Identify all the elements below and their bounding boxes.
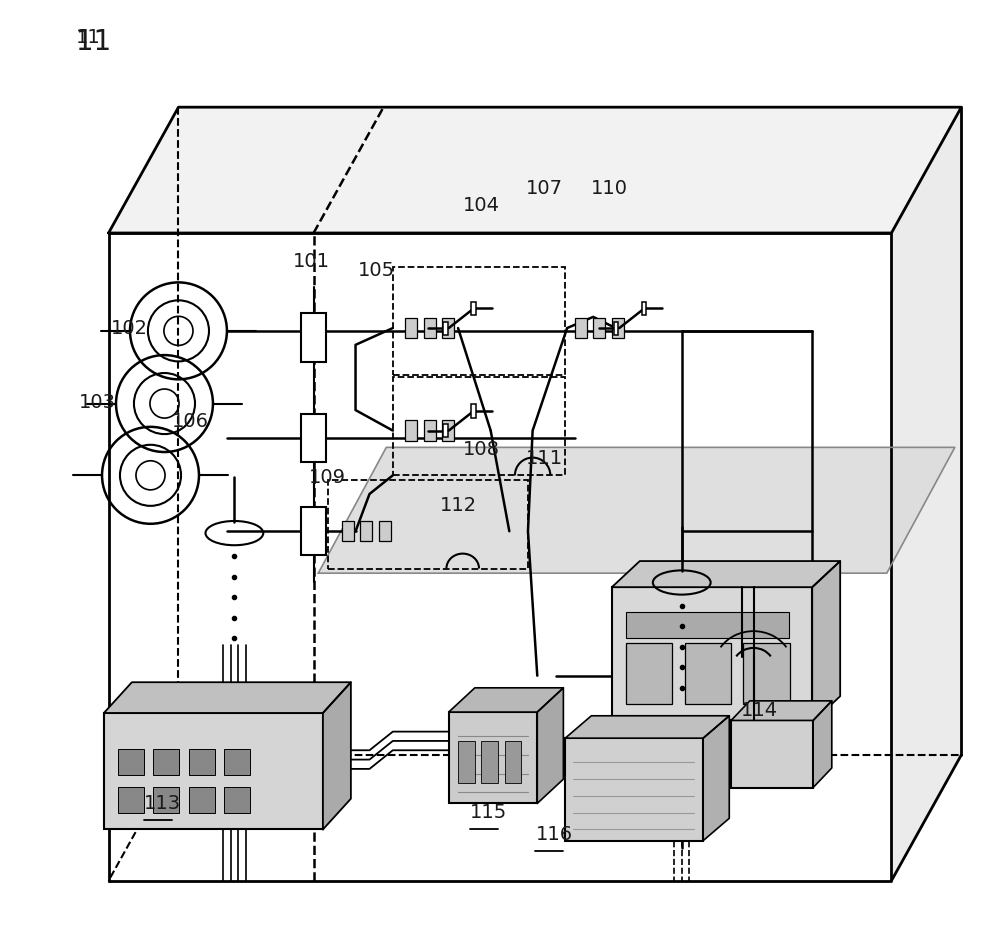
Bar (405, 318, 417, 338)
Bar (575, 318, 587, 338)
Bar (342, 521, 354, 541)
Bar (118, 749, 144, 775)
Bar (612, 587, 812, 722)
Bar (301, 313, 326, 362)
Bar (301, 414, 326, 462)
Polygon shape (812, 561, 840, 722)
Text: 103: 103 (79, 393, 116, 412)
Text: 113: 113 (144, 794, 181, 813)
Bar (189, 749, 215, 775)
Text: 115: 115 (470, 803, 507, 822)
Bar (360, 521, 372, 541)
Bar (443, 424, 448, 437)
Polygon shape (318, 447, 955, 573)
Text: 108: 108 (463, 440, 500, 459)
Bar (743, 643, 790, 704)
Bar (442, 318, 454, 338)
Polygon shape (612, 561, 840, 587)
Bar (424, 318, 436, 338)
Text: 11: 11 (76, 28, 111, 56)
Polygon shape (104, 682, 351, 713)
Bar (328, 480, 528, 569)
Bar (481, 741, 498, 783)
Bar (153, 749, 179, 775)
Bar (449, 712, 537, 803)
Text: 106: 106 (172, 412, 209, 431)
Bar (471, 302, 476, 315)
Text: 11: 11 (76, 28, 101, 47)
Bar (301, 507, 326, 555)
Bar (393, 377, 565, 475)
Text: 114: 114 (740, 701, 778, 720)
Bar (731, 720, 813, 788)
Bar (153, 787, 179, 813)
Bar (443, 322, 448, 335)
Polygon shape (565, 716, 729, 738)
Polygon shape (891, 107, 961, 881)
Bar (626, 643, 672, 704)
Polygon shape (449, 688, 563, 712)
Bar (393, 267, 565, 375)
Bar (685, 643, 731, 704)
Bar (118, 787, 144, 813)
Bar (642, 302, 646, 315)
Bar (565, 738, 703, 841)
Bar (379, 521, 391, 541)
Text: 101: 101 (293, 252, 330, 270)
Polygon shape (703, 716, 729, 841)
Text: 109: 109 (309, 468, 346, 487)
Bar (505, 741, 521, 783)
Text: 105: 105 (358, 261, 395, 280)
Polygon shape (731, 701, 832, 720)
Bar (614, 322, 618, 335)
Polygon shape (537, 688, 563, 803)
Bar (424, 420, 436, 441)
Bar (189, 787, 215, 813)
Polygon shape (109, 233, 891, 881)
Bar (593, 318, 605, 338)
Bar (405, 420, 417, 441)
Text: 102: 102 (110, 319, 147, 337)
Bar (224, 787, 250, 813)
Text: 116: 116 (535, 825, 573, 843)
Bar (442, 420, 454, 441)
Text: 111: 111 (526, 449, 563, 468)
Bar (224, 749, 250, 775)
Bar (458, 741, 475, 783)
Bar (612, 318, 624, 338)
Bar (471, 404, 476, 418)
Polygon shape (323, 682, 351, 829)
Polygon shape (813, 701, 832, 788)
Text: 107: 107 (526, 179, 563, 198)
Polygon shape (109, 107, 961, 233)
Text: 110: 110 (591, 179, 628, 198)
Text: 104: 104 (463, 196, 500, 214)
Text: 112: 112 (439, 496, 477, 514)
Bar (626, 612, 789, 638)
Bar (104, 713, 323, 829)
